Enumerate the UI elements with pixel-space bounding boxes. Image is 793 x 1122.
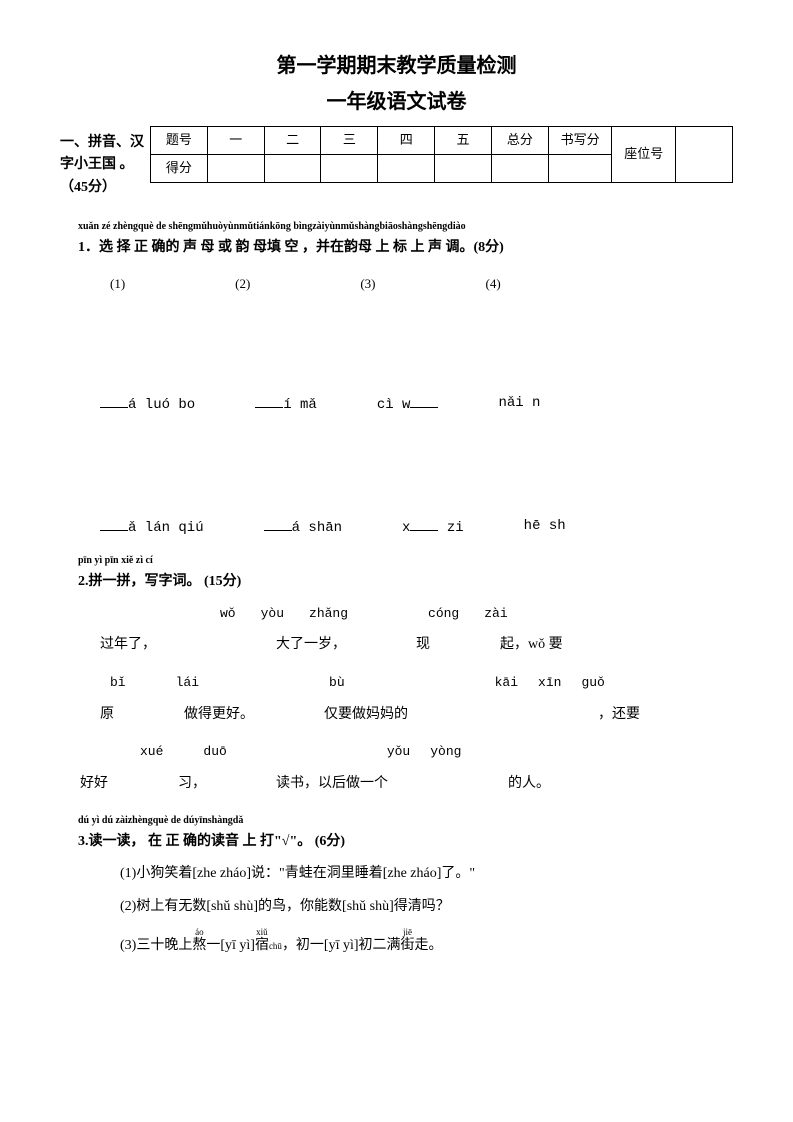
ruby-char: jiē街: [401, 928, 415, 957]
q2-text-row-3: 好好 习， 读书，以后做一个 的人。: [80, 773, 733, 795]
text-frag: (3)三十晚上: [120, 938, 192, 953]
score-cell: [491, 155, 548, 183]
pinyin-word: kāi: [495, 673, 518, 694]
th-writing: 书写分: [548, 127, 612, 155]
q1-title: 1．选 择 正 确的 声 母 或 韵 母填 空 ，并在韵母 上 标 上 声 调。…: [78, 237, 733, 259]
q1-numbers: (1) (2) (3) (4): [110, 274, 733, 295]
table-row: 题号 一 二 三 四 五 总分 书写分 座位号: [151, 127, 733, 155]
blank: [410, 515, 438, 531]
th-col: 五: [435, 127, 492, 155]
q3-pinyin: dú yì dú zàizhèngquè de dúyīnshàngdǎ: [78, 813, 733, 829]
seat-cell: [676, 127, 733, 183]
item-num: (1): [110, 274, 125, 295]
fill-item: nǎi n: [498, 392, 540, 416]
main-title: 第一学期期末教学质量检测: [60, 50, 733, 82]
text-frag: 起，wǒ 要: [500, 634, 563, 656]
text-frag: 仅要做妈妈的: [324, 704, 408, 726]
score-cell: [435, 155, 492, 183]
pinyin-word: guǒ: [581, 673, 604, 694]
pinyin-word: yòng: [430, 742, 461, 763]
q2-text-row-2: 原 做得更好。 仅要做妈妈的 ，还要: [100, 704, 733, 726]
question-3: dú yì dú zàizhèngquè de dúyīnshàngdǎ 3.读…: [60, 813, 733, 958]
fill-item: x zi: [402, 515, 464, 539]
q2-pinyin: pīn yì pīn xiě zì cí: [78, 553, 733, 569]
pinyin-word: yòu: [261, 604, 284, 625]
score-cell: [207, 155, 264, 183]
pinyin-word: bǐ: [110, 673, 126, 694]
q2-title: 2.拼一拼，写字词。 (15分): [78, 571, 733, 593]
th-col: 二: [264, 127, 321, 155]
th-seat: 座位号: [612, 127, 676, 183]
text-frag: ，还要: [598, 704, 640, 726]
pinyin-word: bù: [329, 673, 345, 694]
text-frag: 做得更好。: [184, 704, 254, 726]
blank: [410, 392, 438, 408]
q2-text-row-1: 过年了， 大了一岁， 现 起，wǒ 要: [100, 634, 733, 656]
fill-item: cì w: [377, 392, 439, 416]
text-frag: 过年了，: [100, 634, 156, 656]
item-num: (2): [235, 274, 250, 295]
q1-fill-row-1: á luó bo í mǎ cì w nǎi n: [100, 392, 733, 416]
q1-fill-row-2: ǎ lán qiú á shān x zi hē sh: [100, 515, 733, 539]
q2-pinyin-row-2: bǐ lái bù kāi xīn guǒ: [110, 673, 733, 694]
score-cell: [264, 155, 321, 183]
text-frag: 现: [416, 634, 430, 656]
q3-sentence-3: (3)三十晚上áo熬一[yī yì]xiǔ宿chū，初一[yī yì]初二满ji…: [120, 928, 733, 957]
pinyin-word: zài: [484, 604, 507, 625]
pinyin-word: xīn: [538, 673, 561, 694]
th-col: 四: [378, 127, 435, 155]
text-frag: 原: [100, 704, 114, 726]
q3-title: 3.读一读， 在 正 确的读音 上 打"√"。 (6分): [78, 831, 733, 853]
td-label: 得分: [151, 155, 208, 183]
q3-sentence-2: (2)树上有无数[shǔ shù]的鸟，你能数[shǔ shù]得清吗？: [120, 896, 733, 918]
pinyin-word: cóng: [428, 604, 459, 625]
sub-title: 一年级语文试卷: [60, 86, 733, 118]
fill-item: í mǎ: [255, 392, 317, 416]
question-1: xuǎn zé zhèngquè de shēngmǔhuòyùnmǔtiánk…: [60, 219, 733, 539]
pinyin-word: zhǎng: [309, 604, 348, 625]
fill-item: á shān: [264, 515, 342, 539]
header-row: 一、拼音、汉字小王国 。（45分） 题号 一 二 三 四 五 总分 书写分 座位…: [60, 126, 733, 199]
th-col: 一: [207, 127, 264, 155]
text-frag: 走。: [415, 938, 443, 953]
fill-item: á luó bo: [100, 392, 195, 416]
ruby-char: áo熬: [192, 928, 206, 957]
th-label: 题号: [151, 127, 208, 155]
item-num: (3): [360, 274, 375, 295]
ruby-char: xiǔ宿: [255, 928, 269, 957]
text-frag: 习，: [178, 773, 206, 795]
q2-pinyin-row-3: xué duō yǒu yòng: [140, 742, 733, 763]
text-frag: 好好: [80, 773, 108, 795]
q2-pinyin-row-1: wǒ yòu zhǎng cóng zài: [220, 604, 733, 625]
pinyin-word: duō: [203, 742, 226, 763]
question-2: pīn yì pīn xiě zì cí 2.拼一拼，写字词。 (15分) wǒ…: [60, 553, 733, 795]
fill-item: ǎ lán qiú: [100, 515, 204, 539]
pinyin-word: yǒu: [387, 742, 410, 763]
score-cell: [548, 155, 612, 183]
pinyin-word: wǒ: [220, 604, 236, 625]
ruby-char: chū: [269, 942, 282, 949]
blank: [255, 392, 283, 408]
score-cell: [378, 155, 435, 183]
blank: [264, 515, 292, 531]
pinyin-word: xué: [140, 742, 163, 763]
text-frag: 一[yī yì]: [206, 938, 255, 953]
score-table: 题号 一 二 三 四 五 总分 书写分 座位号 得分: [150, 126, 733, 183]
q1-pinyin: xuǎn zé zhèngquè de shēngmǔhuòyùnmǔtiánk…: [78, 219, 733, 235]
q3-sentence-1: (1)小狗笑着[zhe zháo]说："青蛙在洞里睡着[zhe zháo]了。": [120, 863, 733, 885]
th-total: 总分: [491, 127, 548, 155]
fill-item: hē sh: [524, 515, 566, 539]
blank: [100, 392, 128, 408]
text-frag: 的人。: [508, 773, 550, 795]
pinyin-word: lái: [176, 673, 199, 694]
text-frag: 大了一岁，: [276, 634, 346, 656]
score-cell: [321, 155, 378, 183]
th-col: 三: [321, 127, 378, 155]
blank: [100, 515, 128, 531]
text-frag: 读书，以后做一个: [276, 773, 388, 795]
item-num: (4): [486, 274, 501, 295]
section-one-intro: 一、拼音、汉字小王国 。（45分）: [60, 126, 150, 199]
text-frag: ，初一[yī yì]初二满: [282, 938, 401, 953]
